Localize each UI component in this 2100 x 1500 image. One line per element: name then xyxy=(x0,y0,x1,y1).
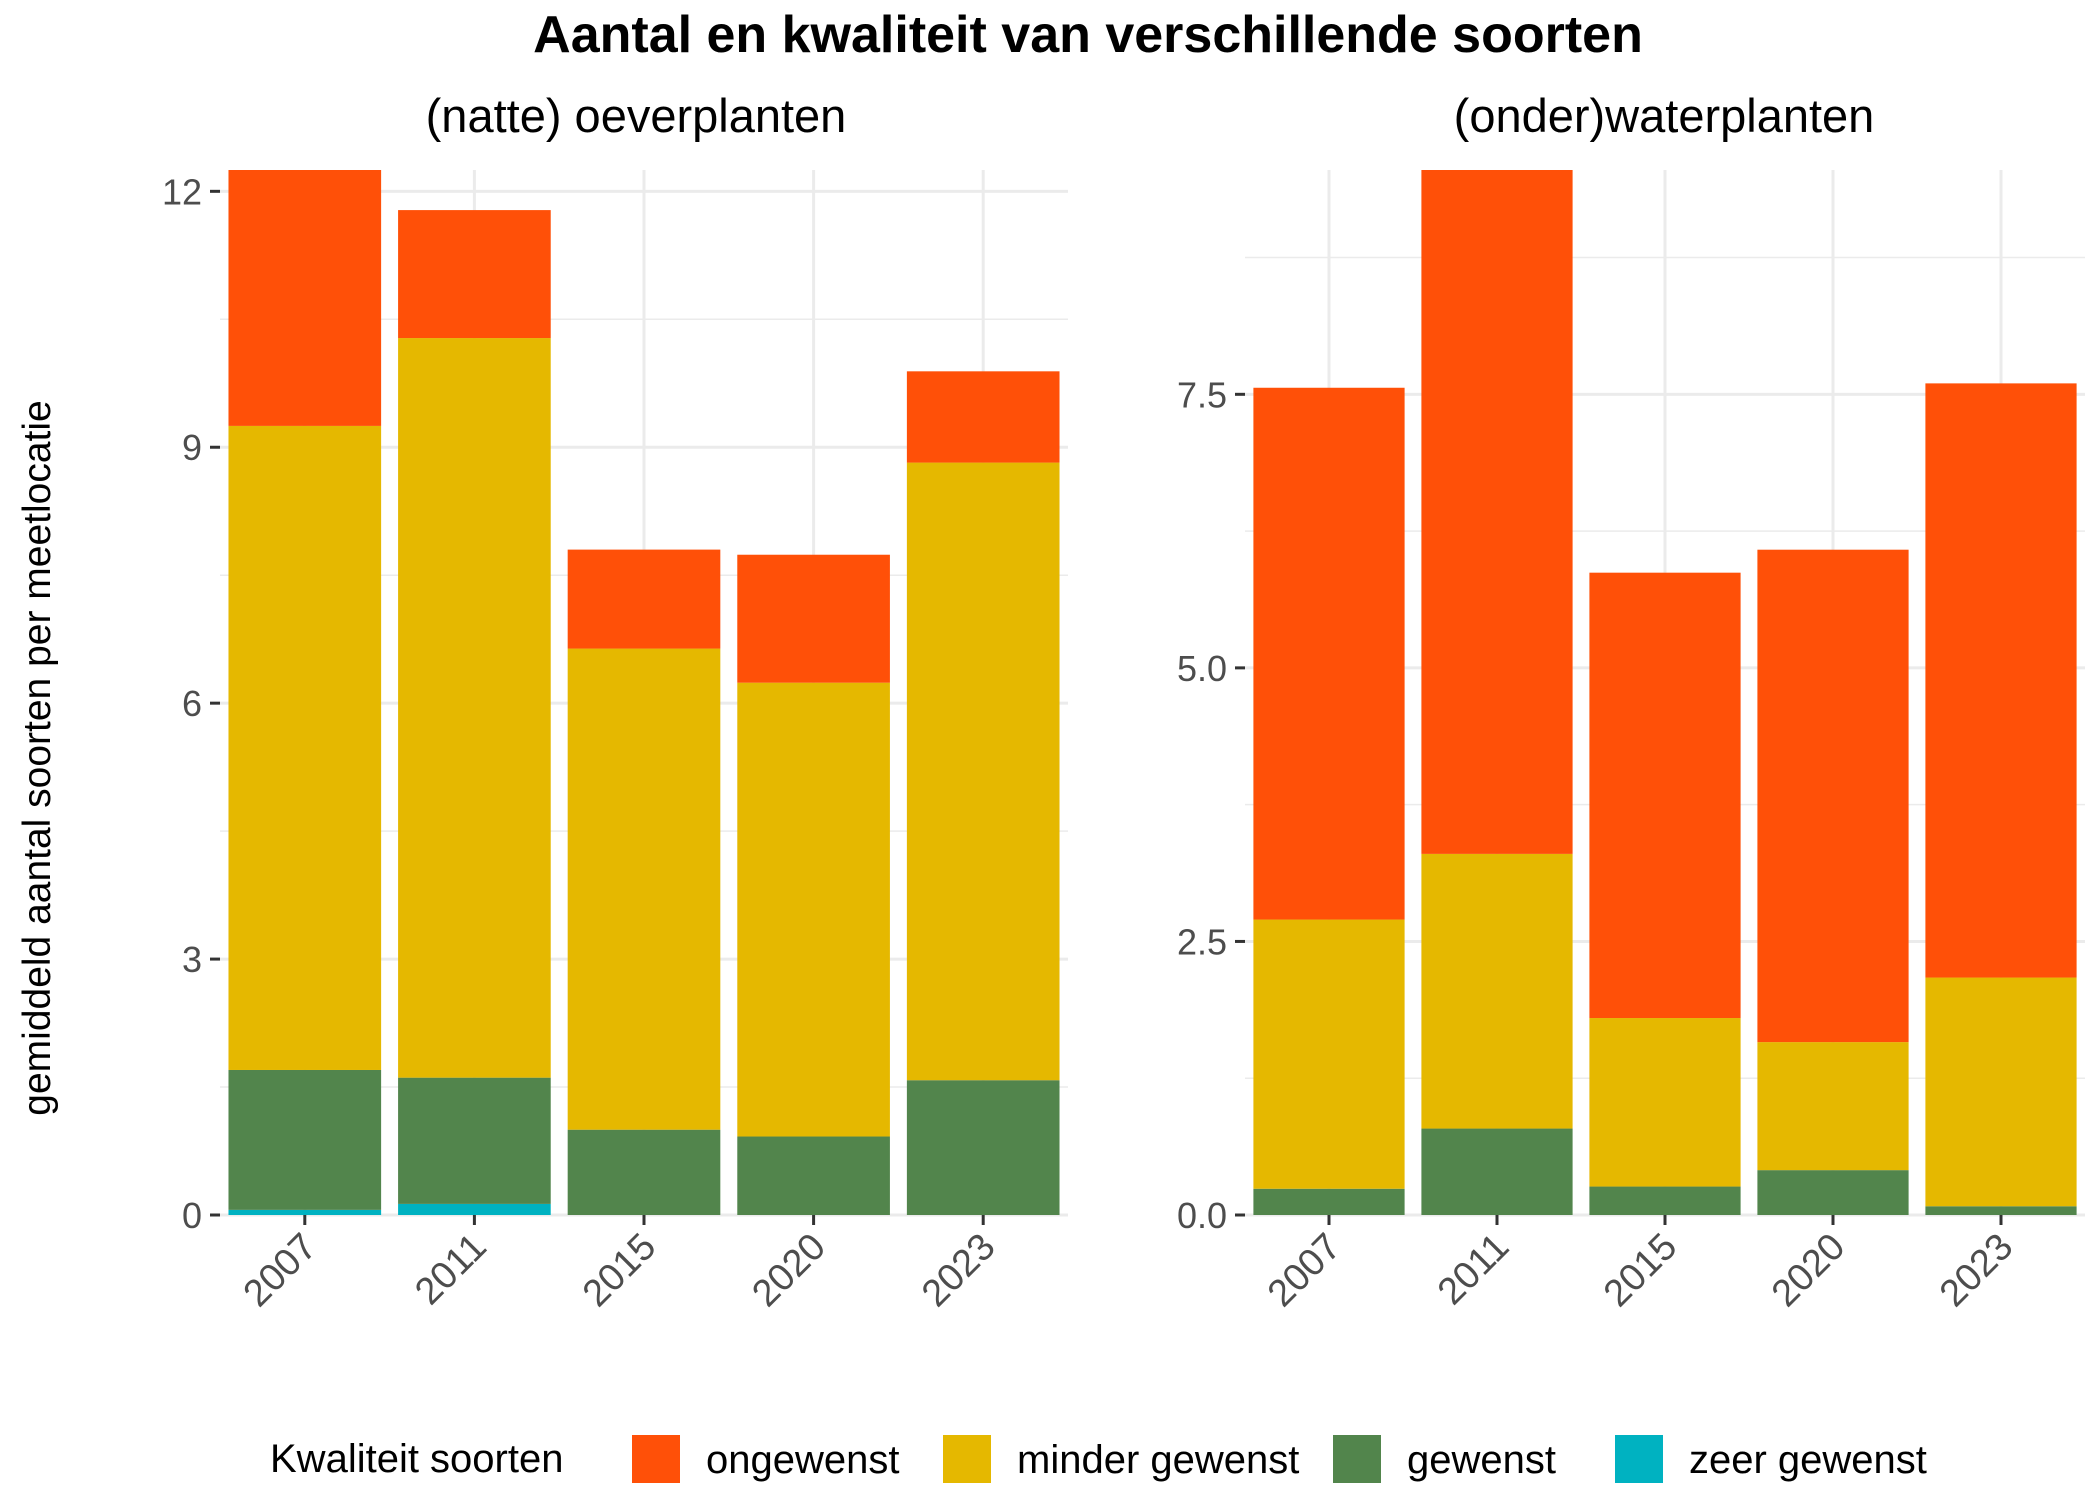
panel-right: (onder)waterplanten 2007 — gewenst: 0.24… xyxy=(1177,89,2085,1315)
x-tick-label: 2007 xyxy=(1260,1226,1349,1315)
bar-2020-ongewenst: 2020 — ongewenst: 4.5 xyxy=(1757,549,1909,1043)
y-tick-label: 2.5 xyxy=(1177,921,1227,962)
y-tick-label: 3 xyxy=(182,939,202,980)
bar-2023-gewenst: 2023 — gewenst: 1.58 xyxy=(906,1080,1060,1215)
y-tick-label: 6 xyxy=(182,683,202,724)
bar-2020-gewenst: 2020 — gewenst: 0.92 xyxy=(737,1136,890,1215)
bar-2007-minder-gewenst: 2007 — minder gewenst: 2.46 xyxy=(1253,919,1405,1189)
bar-2020-minder-gewenst: 2020 — minder gewenst: 1.17 xyxy=(1757,1042,1909,1171)
bar-2007-ongewenst: 2007 — ongewenst: 3 xyxy=(228,170,382,426)
x-tick-label: 2011 xyxy=(1430,1226,1517,1313)
legend-label-ongewenst: ongewenst xyxy=(706,1438,899,1482)
legend-items: ongewenst minder gewenst gewenst zeer gewen… xyxy=(632,1435,1927,1483)
bar-2023-ongewenst: 2023 — ongewenst: 1.07 xyxy=(906,371,1060,463)
bar-2015-minder-gewenst: 2015 — minder gewenst: 1.54 xyxy=(1589,1018,1741,1187)
bar-2020-minder-gewenst: 2020 — minder gewenst: 5.32 xyxy=(737,682,890,1137)
panel-left-bars: 2007 — zeer gewenst: 0.062007 — gewenst:… xyxy=(228,170,1060,1215)
y-tick-label: 7.5 xyxy=(1177,374,1227,415)
bar-2011-minder-gewenst: 2011 — minder gewenst: 2.51 xyxy=(1421,853,1573,1129)
bar-2007-ongewenst: 2007 — ongewenst: 4.86 xyxy=(1253,387,1405,920)
bar-2011-gewenst: 2011 — gewenst: 0.79 xyxy=(1421,1128,1573,1215)
x-tick-label: 2020 xyxy=(1764,1226,1853,1315)
panel-left-title: (natte) oeverplanten xyxy=(426,89,847,142)
bar-2015-gewenst: 2015 — gewenst: 0.26 xyxy=(1589,1186,1741,1215)
y-tick-label: 0.0 xyxy=(1177,1195,1227,1236)
legend-title: Kwaliteit soorten xyxy=(270,1437,563,1481)
legend-key-minder-gewenst xyxy=(943,1435,991,1483)
bar-2011-ongewenst: 2011 — ongewenst: 6.25 xyxy=(1421,170,1573,854)
x-tick-label: 2015 xyxy=(575,1226,664,1315)
legend-key-ongewenst xyxy=(632,1435,680,1483)
bar-2007-minder-gewenst: 2007 — minder gewenst: 7.55 xyxy=(228,425,382,1070)
y-axis-label: gemiddeld aantal soorten per meetlocatie xyxy=(16,400,59,1115)
legend: Kwaliteit soorten ongewenst minder gewens… xyxy=(270,1435,1927,1483)
bar-2015-gewenst: 2015 — gewenst: 1 xyxy=(567,1129,721,1215)
legend-label-zeer-gewenst: zeer gewenst xyxy=(1689,1438,1927,1482)
chart-title: Aantal en kwaliteit van verschillende so… xyxy=(533,6,1643,64)
bar-2011-gewenst: 2011 — gewenst: 1.48 xyxy=(398,1077,551,1204)
bar-2015-ongewenst: 2015 — ongewenst: 4.07 xyxy=(1589,572,1741,1019)
bar-2015-ongewenst: 2015 — ongewenst: 1.16 xyxy=(567,549,721,649)
y-tick-label: 12 xyxy=(162,171,202,212)
bar-2011-minder-gewenst: 2011 — minder gewenst: 8.67 xyxy=(398,338,551,1078)
panel-left-x-axis: 2007 2011 2015 2020 2023 xyxy=(236,1215,1004,1315)
y-tick-label: 9 xyxy=(182,427,202,468)
x-tick-label: 2007 xyxy=(236,1226,325,1315)
bar-2023-minder-gewenst: 2023 — minder gewenst: 7.24 xyxy=(906,462,1060,1081)
panel-right-bars: 2007 — gewenst: 0.242007 — minder gewens… xyxy=(1253,170,2077,1215)
x-tick-label: 2023 xyxy=(914,1226,1003,1315)
bar-2020-ongewenst: 2020 — ongewenst: 1.5 xyxy=(737,554,890,683)
bar-2007-gewenst: 2007 — gewenst: 0.24 xyxy=(1253,1188,1405,1215)
legend-label-minder-gewenst: minder gewenst xyxy=(1017,1438,1299,1482)
x-tick-label: 2015 xyxy=(1596,1226,1685,1315)
y-tick-label: 5.0 xyxy=(1177,648,1227,689)
bar-2007-zeer-gewenst: 2007 — zeer gewenst: 0.06 xyxy=(228,1209,382,1215)
bar-2020-gewenst: 2020 — gewenst: 0.41 xyxy=(1757,1170,1909,1215)
bar-2011-ongewenst: 2011 — ongewenst: 1.5 xyxy=(398,210,551,339)
panel-left-y-axis: 0 3 6 9 12 xyxy=(162,171,220,1236)
x-tick-label: 2023 xyxy=(1932,1226,2021,1315)
bar-2011-zeer-gewenst: 2011 — zeer gewenst: 0.13 xyxy=(398,1203,551,1215)
bar-2007-gewenst: 2007 — gewenst: 1.64 xyxy=(228,1069,382,1210)
x-tick-label: 2011 xyxy=(407,1226,494,1313)
panel-right-y-axis: 0.0 2.5 5.0 7.5 xyxy=(1177,374,1245,1236)
legend-key-zeer-gewenst xyxy=(1615,1435,1663,1483)
bar-2023-ongewenst: 2023 — ongewenst: 5.43 xyxy=(1925,383,2077,978)
bar-2023-minder-gewenst: 2023 — minder gewenst: 2.09 xyxy=(1925,977,2077,1207)
bar-2023-gewenst: 2023 — gewenst: 0.08 xyxy=(1925,1206,2077,1215)
legend-key-gewenst xyxy=(1333,1435,1381,1483)
bar-2015-minder-gewenst: 2015 — minder gewenst: 5.64 xyxy=(567,648,721,1130)
legend-label-gewenst: gewenst xyxy=(1407,1438,1556,1482)
y-tick-label: 0 xyxy=(182,1195,202,1236)
panel-right-x-axis: 2007 2011 2015 2020 2023 xyxy=(1260,1215,2021,1315)
panel-right-title: (onder)waterplanten xyxy=(1454,89,1875,142)
panel-left: (natte) oeverplanten 2007 — zeer gewenst… xyxy=(162,89,1068,1315)
x-tick-label: 2020 xyxy=(744,1226,833,1315)
